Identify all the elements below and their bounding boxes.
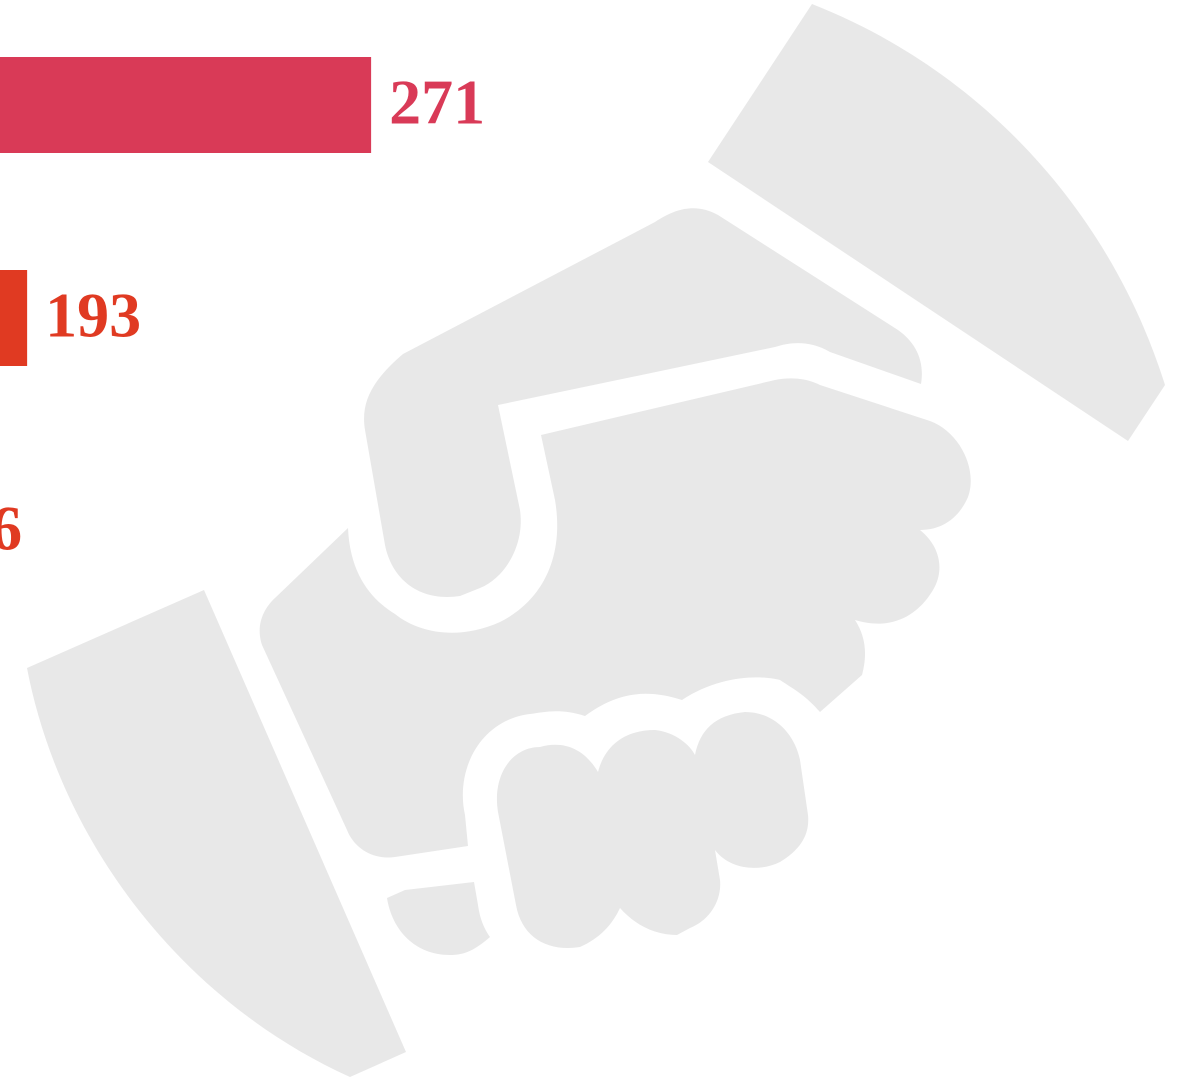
bar-group: 271 193 166 [0, 57, 485, 564]
value-label: 271 [389, 67, 485, 138]
hand-shape [259, 378, 971, 858]
value-label: 166 [0, 493, 22, 564]
bar [0, 270, 28, 366]
ring-arc [708, 4, 1165, 441]
bar [0, 57, 372, 153]
ring-arc [27, 590, 406, 1077]
handshake-illustration [27, 4, 1165, 1077]
value-label: 193 [45, 280, 141, 351]
hand-shape [496, 712, 809, 948]
hand-shape [364, 208, 922, 597]
hand-shape [387, 882, 490, 955]
